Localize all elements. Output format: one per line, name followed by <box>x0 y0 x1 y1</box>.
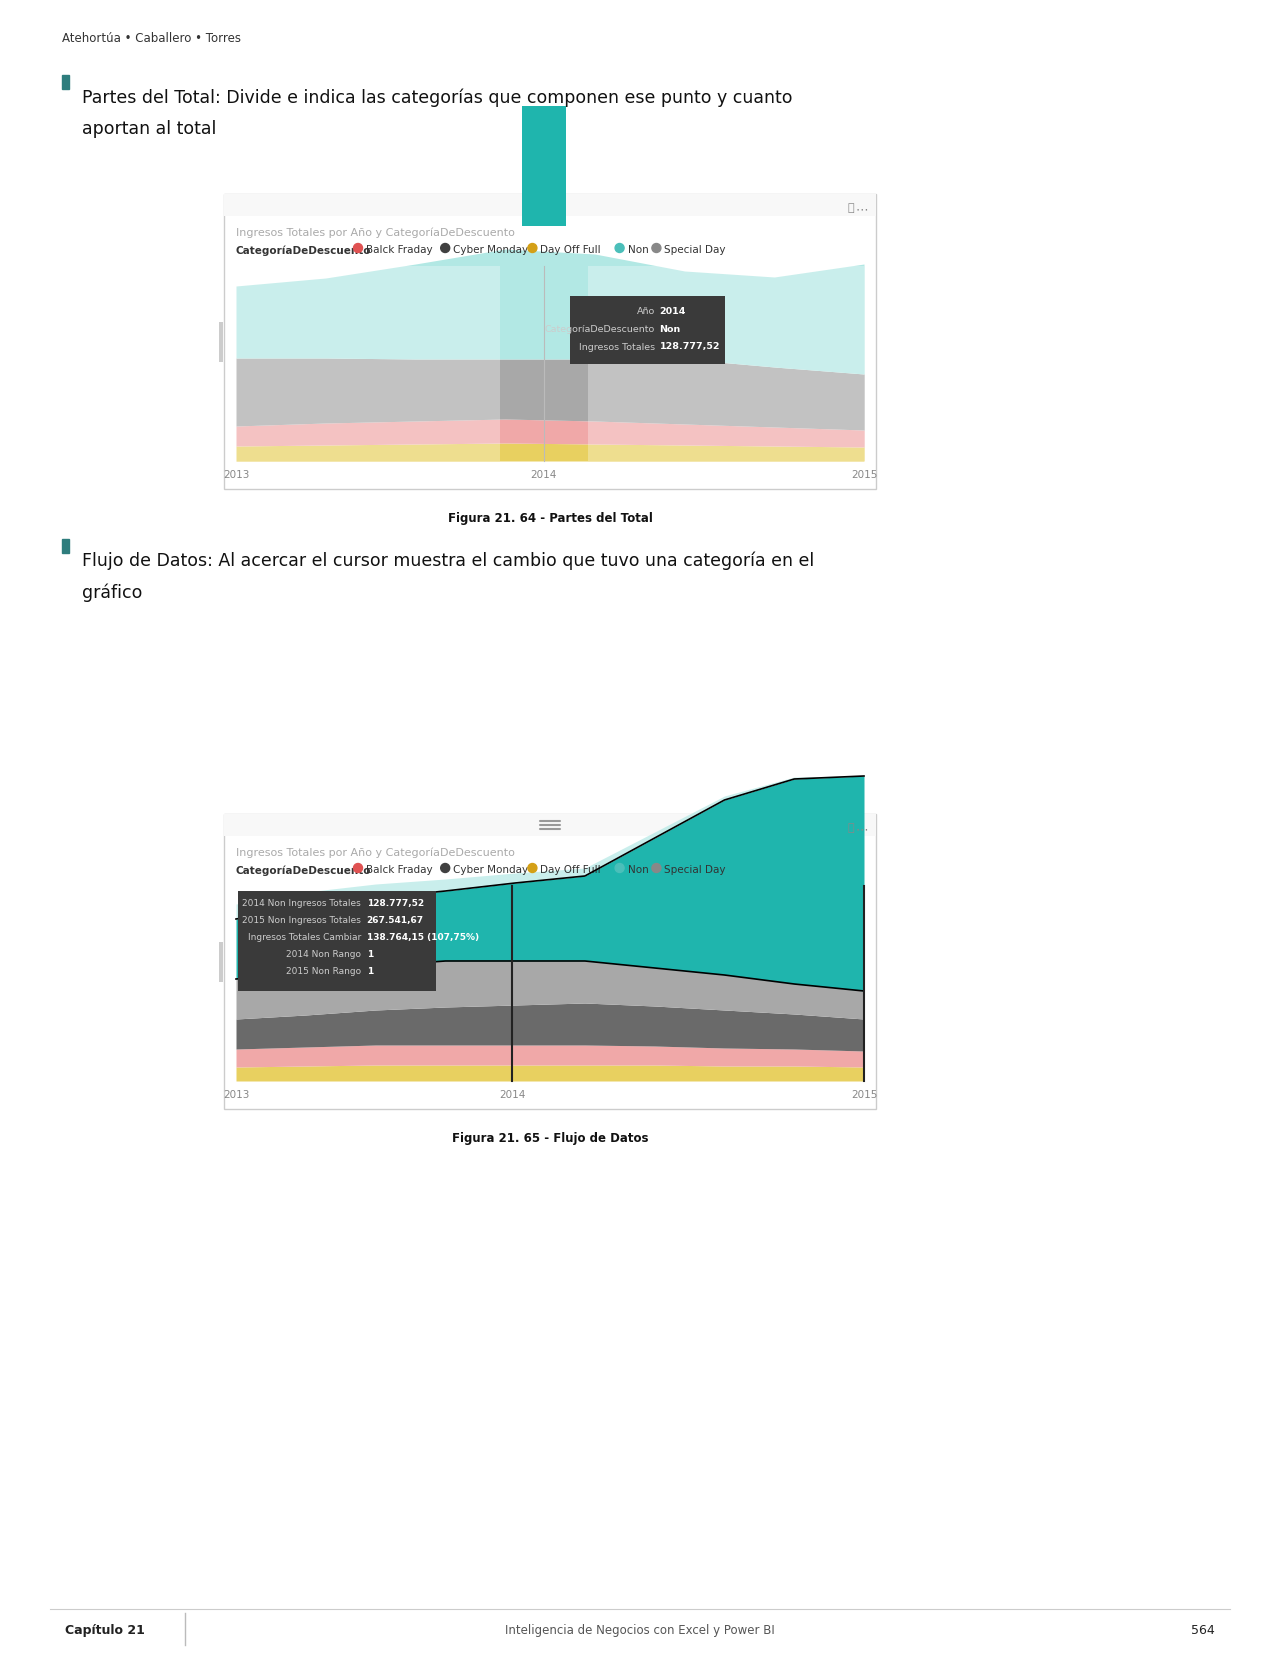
Bar <box>224 814 876 1109</box>
Bar <box>61 540 69 554</box>
Bar <box>224 814 876 836</box>
Text: Non: Non <box>627 864 649 874</box>
Text: Ingresos Totales: Ingresos Totales <box>579 343 655 351</box>
Bar <box>588 266 864 462</box>
Text: Ingresos Totales por Año y CategoríaDeDescuento: Ingresos Totales por Año y CategoríaDeDe… <box>236 846 515 857</box>
Bar <box>219 323 223 362</box>
Text: gráfico: gráfico <box>82 584 142 602</box>
Circle shape <box>440 864 449 872</box>
Text: Flujo de Datos: Al acercar el cursor muestra el cambio que tuvo una categoría en: Flujo de Datos: Al acercar el cursor mue… <box>82 551 814 571</box>
Text: Ingresos Totales Cambiar: Ingresos Totales Cambiar <box>247 933 361 942</box>
Text: ⧉: ⧉ <box>847 823 854 832</box>
Text: 2015: 2015 <box>851 470 877 480</box>
Circle shape <box>616 864 625 872</box>
Text: 2014 Non Rango: 2014 Non Rango <box>285 950 361 958</box>
Text: Cyber Monday: Cyber Monday <box>453 245 529 255</box>
Circle shape <box>440 245 449 253</box>
Text: 2013: 2013 <box>223 1089 250 1099</box>
Circle shape <box>527 245 536 253</box>
Circle shape <box>353 864 362 872</box>
Text: ⧉: ⧉ <box>847 204 854 213</box>
Text: Non: Non <box>627 245 649 255</box>
Text: 1: 1 <box>366 967 372 976</box>
Text: 2014: 2014 <box>659 306 686 316</box>
Bar <box>236 266 499 462</box>
Text: Non: Non <box>659 324 681 333</box>
Text: Day Off Full: Day Off Full <box>540 864 602 874</box>
Text: Day Off Full: Day Off Full <box>540 245 602 255</box>
Circle shape <box>652 864 660 872</box>
Text: 2015 Non Rango: 2015 Non Rango <box>285 967 361 976</box>
Bar <box>61 76 69 89</box>
Bar <box>224 195 876 217</box>
Text: 1: 1 <box>366 950 372 958</box>
Text: 564: 564 <box>1192 1624 1215 1637</box>
Bar <box>570 296 724 364</box>
Text: Special Day: Special Day <box>664 864 726 874</box>
Text: Ingresos Totales por Año y CategoríaDeDescuento: Ingresos Totales por Año y CategoríaDeDe… <box>236 227 515 237</box>
Text: Año: Año <box>636 306 655 316</box>
Text: 2015: 2015 <box>851 1089 877 1099</box>
Text: Figura 21. 64 - Partes del Total: Figura 21. 64 - Partes del Total <box>448 511 653 525</box>
Text: Special Day: Special Day <box>664 245 726 255</box>
Text: 2014: 2014 <box>499 1089 526 1099</box>
Text: Cyber Monday: Cyber Monday <box>453 864 529 874</box>
Bar <box>224 195 876 490</box>
Text: 138.764,15 (107,75%): 138.764,15 (107,75%) <box>366 933 479 942</box>
Text: 2014 Non Ingresos Totales: 2014 Non Ingresos Totales <box>242 899 361 909</box>
Text: ⋯: ⋯ <box>855 823 868 836</box>
Text: Balck Fraday: Balck Fraday <box>366 245 433 255</box>
Text: Balck Fraday: Balck Fraday <box>366 864 433 874</box>
Text: 128.777,52: 128.777,52 <box>366 899 424 909</box>
Text: 2015 Non Ingresos Totales: 2015 Non Ingresos Totales <box>242 915 361 925</box>
Bar <box>522 108 566 227</box>
Text: ⋯: ⋯ <box>855 204 868 215</box>
Circle shape <box>527 864 536 872</box>
Text: 267.541,67: 267.541,67 <box>366 915 424 925</box>
Bar <box>238 892 436 991</box>
Circle shape <box>616 245 625 253</box>
Text: 2013: 2013 <box>223 470 250 480</box>
Text: Atehortúa • Caballero • Torres: Atehortúa • Caballero • Torres <box>61 31 241 45</box>
Text: Inteligencia de Negocios con Excel y Power BI: Inteligencia de Negocios con Excel y Pow… <box>506 1624 774 1637</box>
Text: 2014: 2014 <box>530 470 557 480</box>
Bar <box>219 942 223 981</box>
Bar <box>236 266 864 462</box>
Text: 128.777,52: 128.777,52 <box>659 343 721 351</box>
Text: Capítulo 21: Capítulo 21 <box>65 1624 145 1637</box>
Circle shape <box>353 245 362 253</box>
Text: Partes del Total: Divide e indica las categorías que componen ese punto y cuanto: Partes del Total: Divide e indica las ca… <box>82 88 792 106</box>
Text: CategoríaDeDescuento: CategoríaDeDescuento <box>236 864 371 875</box>
Text: CategoríaDeDescuento: CategoríaDeDescuento <box>545 324 655 333</box>
Text: aportan al total: aportan al total <box>82 119 216 137</box>
Text: Figura 21. 65 - Flujo de Datos: Figura 21. 65 - Flujo de Datos <box>452 1132 648 1144</box>
Text: CategoríaDeDescuento: CategoríaDeDescuento <box>236 245 371 255</box>
Bar <box>236 887 864 1081</box>
Circle shape <box>652 245 660 253</box>
